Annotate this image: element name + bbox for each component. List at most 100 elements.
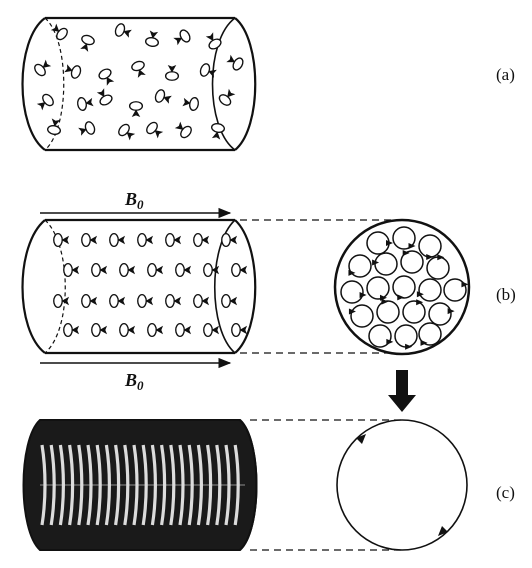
spin-symbol [119,262,136,278]
spin-symbol [147,322,164,338]
b0-top-label: B0 [124,189,144,212]
spin-symbol [221,293,238,309]
precession-loop-group [340,226,469,350]
cylinder-a-right-cap-front [234,17,257,151]
spin-symbol [231,262,248,278]
cylinder-c-shaded [22,419,258,551]
precession-loop [392,226,416,250]
spin-symbol [119,322,136,338]
spin-symbol [76,96,94,112]
spin-symbol [137,232,154,248]
spin-symbol [64,64,82,79]
cylinder-a-right-cap-back [211,17,236,151]
spin-symbol [50,23,68,41]
spin-symbol [174,121,192,139]
spin-symbol [63,322,80,338]
precession-loop [366,231,393,255]
cylinder-a-outline [45,16,235,152]
precession-loop [416,278,442,302]
spin-symbol [203,322,220,338]
spin-symbol [154,89,172,104]
panel-b: B0 B0 (b) [21,189,516,393]
spin-symbol [128,101,144,118]
spin-symbol [165,232,182,248]
spin-symbol [221,232,238,248]
precession-loop [402,299,426,324]
spin-symbol [53,232,70,248]
precession-loop [366,276,390,301]
spin-symbol [231,322,248,338]
spin-symbol [175,262,192,278]
cylinder-b-left-dashed [44,219,66,354]
spin-symbol [91,262,108,278]
spin-symbol [46,118,62,136]
spin-symbol [193,293,210,309]
spin-symbol [131,60,146,78]
spin-symbol [164,64,180,81]
spin-symbol [175,322,192,338]
precession-loop [418,234,442,260]
precession-loop [348,304,374,328]
cross-section-c [336,419,468,551]
precession-arrow-bottom [438,526,448,536]
spin-symbol [96,88,113,106]
spin-symbol [109,232,126,248]
cylinder-b-left-cap [21,219,46,354]
precession-loop [443,278,469,302]
cylinder-a-left-cap [21,17,46,151]
spin-symbol [98,68,115,86]
spin-symbol [63,262,80,278]
spin-symbol [218,88,236,106]
spin-symbol [147,262,164,278]
cylinder-b-outline [45,218,235,355]
cylinder-b-right-cap-front [234,219,257,354]
spin-symbol [78,121,96,136]
precession-loop [368,324,394,348]
random-spin-group [34,23,244,141]
spin-symbol [165,293,182,309]
precession-loop [340,280,367,304]
cylinder-a-left-dashed [44,17,65,151]
precession-loop [400,249,424,274]
spin-symbol [199,63,217,78]
panel-b-label: (b) [496,285,516,304]
spin-symbol [210,122,226,140]
precession-loop [348,254,372,278]
spin-symbol [114,23,132,38]
spin-symbol [109,293,126,309]
spin-symbol [36,93,54,111]
cylinder-b-right-cap-back [214,219,236,354]
spin-symbol [203,262,220,278]
spin-symbol [173,29,191,46]
spin-symbol [81,232,98,248]
precession-loop [394,324,418,350]
precession-arrow-top [356,434,366,444]
spin-symbol [81,293,98,309]
panel-c: (c) [22,419,515,551]
spin-symbol [205,32,222,50]
panel-a-label: (a) [496,65,515,84]
spin-symbol [91,322,108,338]
panel-a: (a) [21,16,515,152]
spin-symbol [146,121,164,139]
precession-loop [376,298,400,324]
transition-arrow [388,370,416,412]
spin-symbol [193,232,210,248]
spin-symbol [144,30,160,48]
aligned-spin-group [53,232,248,338]
precession-loop [418,322,442,346]
spin-symbol [137,293,154,309]
spin-symbol [34,59,52,77]
spin-symbol [53,293,70,309]
precession-loop [428,302,455,326]
spin-symbol [182,96,200,112]
spin-symbol [226,54,244,71]
precession-loop [372,252,398,276]
b0-bottom-label: B0 [124,370,144,393]
precession-loop [392,275,416,301]
spin-symbol [118,123,136,141]
panel-c-label: (c) [496,483,515,502]
spin-symbol [80,34,95,52]
precession-loop [426,254,450,280]
